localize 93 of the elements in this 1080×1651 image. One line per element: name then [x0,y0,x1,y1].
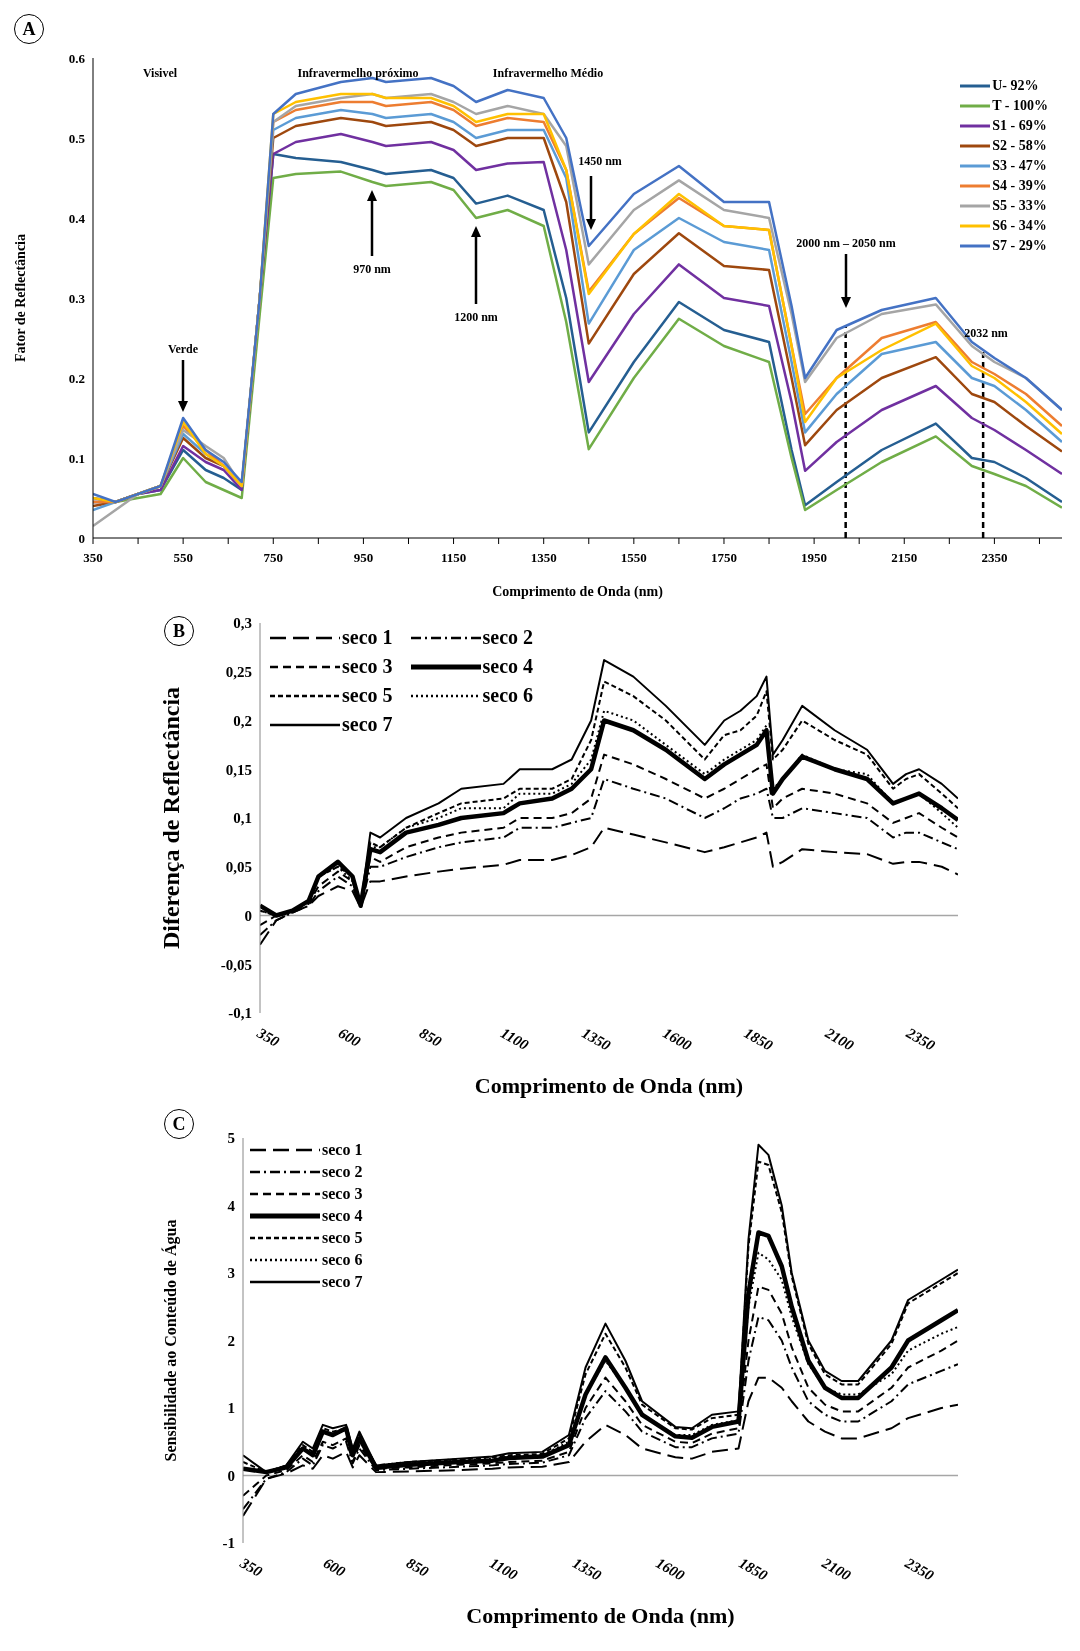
y-tick-label: 0,1 [233,810,252,827]
annotation: 970 nm [353,262,391,277]
legend-label: seco 1 [322,1141,363,1159]
y-tick-label: 0,25 [225,664,252,681]
legend-label: S6 - 34% [992,218,1047,234]
legend-label: seco 1 [342,626,393,649]
legend-label: S3 - 47% [992,158,1047,174]
x-tick-label: 350 [83,550,103,565]
x-tick-label: 1600 [660,1024,695,1054]
x-tick-label: 1350 [530,550,557,565]
y-axis-title: Diferença de Reflectância [157,686,184,950]
x-tick-label: 1150 [440,550,467,565]
legend-label: seco 4 [322,1207,363,1225]
legend-label: seco 4 [482,655,534,678]
x-tick-label: 600 [320,1554,349,1581]
x-axis-title: Comprimento de Onda (nm) [466,1603,735,1628]
x-tick-label: 550 [173,550,193,565]
annotation: Infravermelho Médio [492,66,604,81]
legend-label: seco 3 [342,655,393,678]
y-tick-label: 0.6 [68,50,86,66]
legend-label: seco 3 [322,1185,363,1203]
y-tick-label: 3 [227,1265,235,1282]
y-tick-label: 0 [244,907,252,924]
legend-label: seco 7 [342,713,393,736]
y-tick-label: 4 [227,1197,236,1214]
y-tick-label: 0 [227,1467,235,1484]
x-tick-label: 350 [253,1024,283,1051]
y-tick-label: 1 [227,1400,235,1417]
y-tick-label: -0,05 [220,956,252,973]
x-tick-label: 1750 [710,550,737,565]
x-tick-label: 1550 [620,550,647,565]
text: B [164,616,194,646]
y-axis-title: Sensibilidade ao Conteúdo de Água [160,1219,180,1462]
x-tick-label: 1600 [653,1554,688,1584]
x-tick-label: 2350 [902,1024,939,1054]
y-tick-label: 0,15 [225,761,252,778]
y-tick-label: 0.3 [68,290,86,306]
legend-label: seco 7 [322,1273,363,1291]
y-tick-label: 0,05 [225,859,252,876]
x-tick-label: 950 [353,550,374,565]
y-axis-title: Fator de Reflectância [12,233,28,363]
legend-label: seco 2 [482,626,534,649]
legend-label: S5 - 33% [992,198,1047,214]
legend-label: seco 5 [322,1229,363,1247]
x-tick-label: 850 [403,1554,432,1581]
x-tick-label: 2150 [891,550,918,565]
legend-label: seco 2 [322,1163,363,1181]
x-tick-label: 1850 [736,1554,771,1584]
annotation: Infravermelho próximo [297,66,419,81]
legend-label: seco 6 [322,1251,363,1269]
text: A [14,14,44,44]
legend-label: seco 5 [342,684,393,707]
x-tick-label: 1950 [801,550,828,565]
x-tick-label: 750 [263,550,284,565]
y-tick-label: 0.4 [68,210,86,226]
legend-label: S2 - 58% [992,138,1047,154]
x-tick-label: 1850 [741,1024,776,1054]
annotation: 2032 nm [964,326,1008,341]
legend-label: T - 100% [992,98,1048,114]
legend-label: S1 - 69% [992,118,1047,134]
y-tick-label: 0,3 [233,615,252,632]
x-axis-title: Comprimento de Onda (nm) [492,584,664,600]
x-tick-label: 1350 [579,1024,614,1054]
x-tick-label: 1350 [570,1554,605,1584]
legend-label: S4 - 39% [992,178,1047,194]
x-tick-label: 1100 [486,1554,521,1584]
x-tick-label: 350 [236,1554,266,1581]
annotation: 2000 nm – 2050 nm [796,236,896,251]
x-axis-title: Comprimento de Onda (nm) [474,1073,744,1098]
text: C [164,1109,194,1139]
x-tick-label: 2350 [901,1554,938,1584]
y-tick-label: 0,2 [233,712,252,729]
annotation: 1200 nm [454,310,498,325]
y-tick-label: -1 [222,1535,235,1552]
annotation: 1450 nm [578,154,622,169]
x-tick-label: 2100 [821,1024,858,1054]
annotation: Verde [167,342,199,357]
y-tick-label: 5 [227,1130,235,1147]
x-tick-label: 850 [416,1024,445,1051]
annotation: Visivel [142,66,178,81]
legend-label: S7 - 29% [992,238,1047,254]
x-tick-label: 1100 [497,1024,532,1054]
legend-label: seco 6 [482,684,534,707]
y-tick-label: 0.1 [68,450,85,466]
y-tick-label: 0.5 [68,130,86,146]
x-tick-label: 2100 [818,1554,854,1584]
x-tick-label: 600 [335,1024,364,1051]
legend-label: U- 92% [992,78,1039,94]
y-tick-label: -0,1 [228,1005,252,1022]
y-tick-label: 0 [78,530,85,546]
y-tick-label: 2 [227,1332,235,1349]
y-tick-label: 0.2 [68,370,85,386]
x-tick-label: 2350 [981,550,1008,565]
